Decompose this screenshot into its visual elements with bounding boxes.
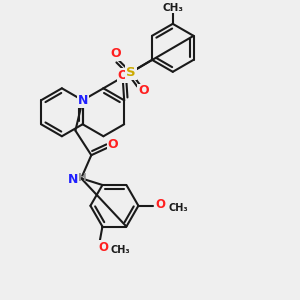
Text: CH₃: CH₃ bbox=[162, 3, 183, 13]
Text: N: N bbox=[77, 94, 88, 107]
Text: CH₃: CH₃ bbox=[168, 203, 188, 213]
Text: O: O bbox=[108, 138, 118, 151]
Text: S: S bbox=[126, 66, 136, 79]
Text: CH₃: CH₃ bbox=[110, 245, 130, 255]
Text: O: O bbox=[110, 47, 121, 60]
Text: O: O bbox=[156, 198, 166, 211]
Text: N: N bbox=[68, 173, 78, 186]
Text: O: O bbox=[98, 241, 108, 254]
Text: O: O bbox=[138, 84, 148, 98]
Text: O: O bbox=[117, 69, 128, 82]
Text: H: H bbox=[78, 173, 87, 183]
